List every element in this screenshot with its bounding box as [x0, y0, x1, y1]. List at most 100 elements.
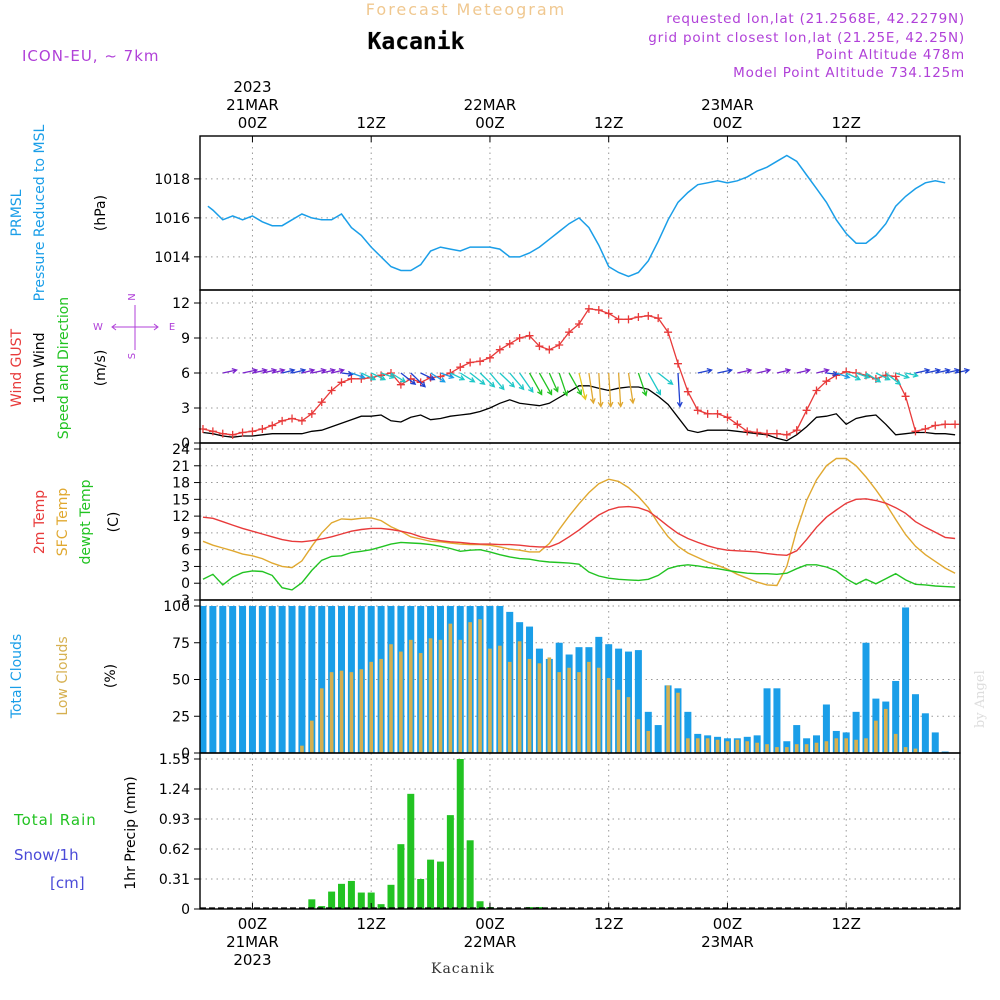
wind-arrow [479, 372, 496, 388]
gust-marker [218, 429, 227, 438]
wind-arrow [410, 372, 426, 388]
precip-ytick-label: 0.93 [159, 812, 190, 828]
low-cloud-bar [715, 739, 720, 753]
wind-arrow [865, 372, 882, 383]
wind-arrow [390, 372, 407, 383]
info-line-4: Model Point Altitude 734.125m [733, 65, 965, 81]
wind-arrow [627, 372, 636, 405]
wind-arrow [538, 372, 553, 396]
temp-ytick-label: 24 [172, 442, 190, 458]
rain-bar [446, 815, 454, 909]
low-cloud-bar [775, 747, 779, 753]
precip-ytick-label: 1.24 [159, 782, 190, 798]
temp-ytick-label: -3 [176, 593, 190, 609]
bottom-time-label: 12Z [594, 915, 623, 933]
low-cloud-bar [705, 738, 710, 753]
gust-marker [901, 392, 910, 401]
top-time-label: 12Z [594, 114, 623, 132]
gust-marker [753, 428, 762, 437]
wind-arrow [875, 372, 891, 381]
bottom-time-label: 00Z [713, 915, 742, 933]
total-cloud-bar [278, 606, 286, 753]
clouds-ytick-label: 75 [172, 636, 190, 652]
info-line-1: requested lon,lat (21.2568E, 42.2279N) [666, 11, 965, 27]
low-cloud-bar [814, 742, 819, 753]
gust-marker [347, 374, 356, 383]
total-cloud-bar [209, 606, 217, 753]
low-cloud-bar [626, 697, 631, 753]
low-cloud-bar [319, 688, 324, 753]
bottom-time-label: 00Z [238, 915, 267, 933]
total-cloud-bar [773, 688, 781, 753]
wind-arrow [845, 372, 862, 381]
low-cloud-bar [369, 661, 373, 753]
low-cloud-bar [755, 742, 759, 753]
low-cloud-bar [448, 623, 453, 753]
rain-bar [417, 879, 425, 909]
bottom-time-label: 12Z [357, 915, 386, 933]
total-cloud-bar [892, 680, 900, 753]
wind-arrow [459, 372, 476, 383]
low-cloud-bar [854, 739, 858, 753]
low-cloud-bar [646, 730, 651, 753]
gust-marker [743, 427, 752, 436]
top-time-label: 00Z [238, 114, 267, 132]
low-cloud-bar [418, 653, 423, 753]
rain-bar [427, 859, 435, 909]
total-cloud-bar [219, 606, 227, 753]
wind-arrow [400, 372, 417, 386]
gust-marker [772, 429, 781, 438]
info-line-3: Point Altitude 478m [816, 47, 965, 63]
rain-bar [328, 891, 336, 909]
gust-marker [822, 377, 831, 386]
wind-arrow [568, 372, 582, 396]
gust-marker [505, 339, 514, 348]
gust-marker [782, 430, 791, 439]
total-cloud-bar [288, 606, 296, 753]
gust-marker [664, 328, 673, 337]
total-cloud-bar [862, 642, 870, 753]
gust-marker [337, 378, 346, 387]
pressure-ytick-label: 1016 [154, 211, 190, 227]
precip-unit: 1hr Precip (mm) [123, 776, 139, 889]
low-cloud-bar [310, 720, 314, 753]
wind-arrow [301, 368, 316, 374]
gust-marker [535, 342, 544, 351]
rain-bar [308, 899, 316, 909]
gust-marker [604, 309, 613, 318]
low-cloud-bar [567, 667, 571, 753]
gust-marker [495, 345, 504, 354]
gust-marker [812, 386, 821, 395]
wind-arrow [826, 370, 839, 377]
wind-arrow [519, 372, 534, 394]
gust-marker [723, 413, 732, 422]
low-cloud-bar [735, 739, 740, 753]
gust-marker [584, 304, 593, 313]
gust-marker [545, 345, 554, 354]
bottom-time-label: 21MAR [226, 933, 279, 951]
snow-unit-label: [cm] [50, 874, 85, 892]
wind-arrow [548, 372, 559, 393]
sfc-temp-label: SFC Temp [55, 488, 71, 557]
rain-bar [377, 904, 385, 909]
wind-arrow [855, 372, 871, 380]
gust-marker [624, 315, 633, 324]
gust-marker [268, 421, 277, 430]
low-cloud-bar [428, 638, 433, 753]
wind-arrow [588, 372, 596, 405]
wind-arrow [361, 372, 377, 381]
gust-marker [673, 359, 682, 368]
pressure-panel: 1014 1016 1018 [154, 136, 960, 290]
low-cloud-bar [695, 738, 700, 753]
low-cloud-bar [765, 744, 769, 753]
total-cloud-bar [268, 606, 276, 753]
gust-marker [327, 386, 336, 395]
wind-arrow [597, 372, 604, 408]
gust-marker [565, 328, 574, 337]
bottom-time-label: 22MAR [464, 933, 517, 951]
watermark: by Angel [973, 670, 988, 728]
gust-marker [307, 409, 316, 418]
gust-marker [891, 372, 900, 381]
low-clouds-label: Low Clouds [55, 636, 71, 715]
